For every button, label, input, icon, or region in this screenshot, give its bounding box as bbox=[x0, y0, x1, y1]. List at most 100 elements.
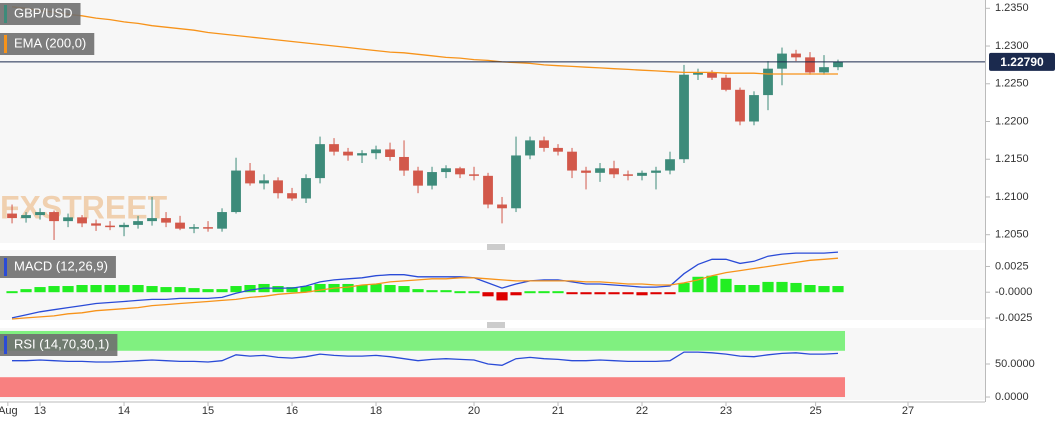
candle-body bbox=[553, 147, 563, 152]
candle-body bbox=[329, 144, 339, 152]
x-tick-label: 13 bbox=[34, 405, 46, 417]
legend-box bbox=[0, 3, 81, 25]
candle-body bbox=[581, 170, 591, 173]
candle-body bbox=[357, 153, 367, 156]
candle-body bbox=[119, 224, 129, 228]
y-tick-label: 1.2100 bbox=[995, 191, 1029, 203]
candle-body bbox=[819, 67, 829, 73]
macd-histogram-bar bbox=[734, 285, 746, 293]
line-series bbox=[11, 251, 839, 319]
candle-body bbox=[315, 144, 325, 179]
candle-body bbox=[721, 77, 731, 90]
candle-body bbox=[455, 168, 465, 175]
y-tick-label: -0.0000 bbox=[995, 286, 1032, 298]
macd-histogram-bar bbox=[118, 285, 130, 293]
macd-histogram-bar bbox=[594, 292, 606, 295]
candle-body bbox=[21, 215, 31, 219]
macd-histogram-bar bbox=[426, 290, 438, 293]
candle-body bbox=[651, 170, 661, 173]
legend-box bbox=[0, 33, 95, 55]
last-price-label: 1.22790 bbox=[1000, 55, 1044, 69]
macd-histogram-bar bbox=[482, 292, 494, 297]
macd-histogram-bar bbox=[678, 282, 690, 293]
legend-label: RSI (14,70,30,1) bbox=[14, 336, 109, 351]
candle-body bbox=[427, 172, 437, 186]
macd-histogram-bar bbox=[552, 291, 564, 294]
candle-body bbox=[441, 168, 451, 173]
candle-body bbox=[217, 212, 227, 229]
x-tick-label: Aug bbox=[0, 405, 18, 417]
macd-histogram-bar bbox=[720, 278, 732, 293]
macd-histogram-bar bbox=[636, 292, 648, 296]
macd-histogram-bar bbox=[20, 289, 32, 293]
candle-body bbox=[609, 168, 619, 175]
macd-histogram-bar bbox=[300, 286, 312, 293]
macd-histogram-bar bbox=[776, 281, 788, 293]
macd-histogram-bar bbox=[748, 285, 760, 293]
macd-histogram-bar bbox=[188, 288, 200, 293]
y-tick-label: 0.0000 bbox=[995, 391, 1029, 403]
macd-histogram-bar bbox=[580, 292, 592, 295]
candle-body bbox=[175, 222, 185, 229]
macd-histogram-bar bbox=[832, 286, 844, 293]
candle-body bbox=[623, 174, 633, 176]
rsi-band bbox=[0, 330, 846, 351]
y-tick-label: 1.2200 bbox=[995, 115, 1029, 127]
panel-handle[interactable] bbox=[487, 244, 505, 328]
macd-histogram-bar bbox=[790, 282, 802, 293]
legend-label: MACD (12,26,9) bbox=[14, 258, 108, 273]
macd-histogram-bar bbox=[538, 291, 550, 294]
macd-histogram-bar bbox=[608, 292, 620, 295]
candle-body bbox=[693, 72, 703, 75]
candle-body bbox=[371, 149, 381, 154]
macd-histogram-bar bbox=[370, 283, 382, 293]
y-tick-label: 1.2250 bbox=[995, 78, 1029, 90]
macd-histogram-bar bbox=[692, 276, 704, 293]
legend-box bbox=[0, 334, 118, 356]
macd-histogram-bar bbox=[6, 291, 18, 294]
candle-body bbox=[539, 140, 549, 148]
macd-histogram-bar bbox=[412, 289, 424, 293]
candle-body bbox=[679, 74, 689, 160]
candle-body bbox=[777, 53, 787, 69]
y-tick-label: 1.2300 bbox=[995, 40, 1029, 52]
macd-histogram-bar bbox=[90, 285, 102, 293]
macd-histogram-bar bbox=[510, 292, 522, 296]
macd-histogram-bar bbox=[342, 283, 354, 293]
candle-body bbox=[35, 212, 45, 216]
candle-body bbox=[497, 204, 507, 209]
macd-histogram-bar bbox=[566, 292, 578, 295]
x-tick-label: 15 bbox=[202, 405, 214, 417]
candle-body bbox=[301, 178, 311, 199]
candle-body bbox=[161, 218, 171, 223]
candle-body bbox=[763, 68, 773, 96]
macd-histogram-bar bbox=[244, 285, 256, 293]
macd-histogram-bar bbox=[818, 286, 830, 293]
candle-body bbox=[469, 174, 479, 176]
candle-body bbox=[189, 227, 199, 229]
candle-body bbox=[133, 221, 143, 225]
legend-label: GBP/USD bbox=[14, 5, 73, 20]
y-tick-label: 1.2150 bbox=[995, 153, 1029, 165]
macd-histogram-bar bbox=[230, 286, 242, 293]
macd-histogram-bar bbox=[132, 285, 144, 293]
candle-body bbox=[203, 227, 213, 229]
candle-body bbox=[91, 223, 101, 226]
x-tick-label: 27 bbox=[902, 405, 914, 417]
macd-histogram-bar bbox=[496, 292, 508, 301]
macd-histogram-bar bbox=[706, 275, 718, 293]
line-series bbox=[11, 257, 839, 320]
legend-label: EMA (200,0) bbox=[14, 35, 86, 50]
candle-body bbox=[63, 217, 73, 222]
macd-histogram-bar bbox=[216, 289, 228, 293]
macd-histogram-bar bbox=[664, 292, 676, 295]
macd-histogram-bar bbox=[622, 292, 634, 295]
last-price-box bbox=[989, 52, 1055, 71]
macd-histogram-bar bbox=[440, 290, 452, 293]
candle-body bbox=[259, 180, 269, 184]
macd-histogram-bar bbox=[202, 289, 214, 293]
candle-body bbox=[525, 140, 535, 156]
candle-body bbox=[413, 170, 423, 186]
macd-histogram-bar bbox=[48, 286, 60, 293]
